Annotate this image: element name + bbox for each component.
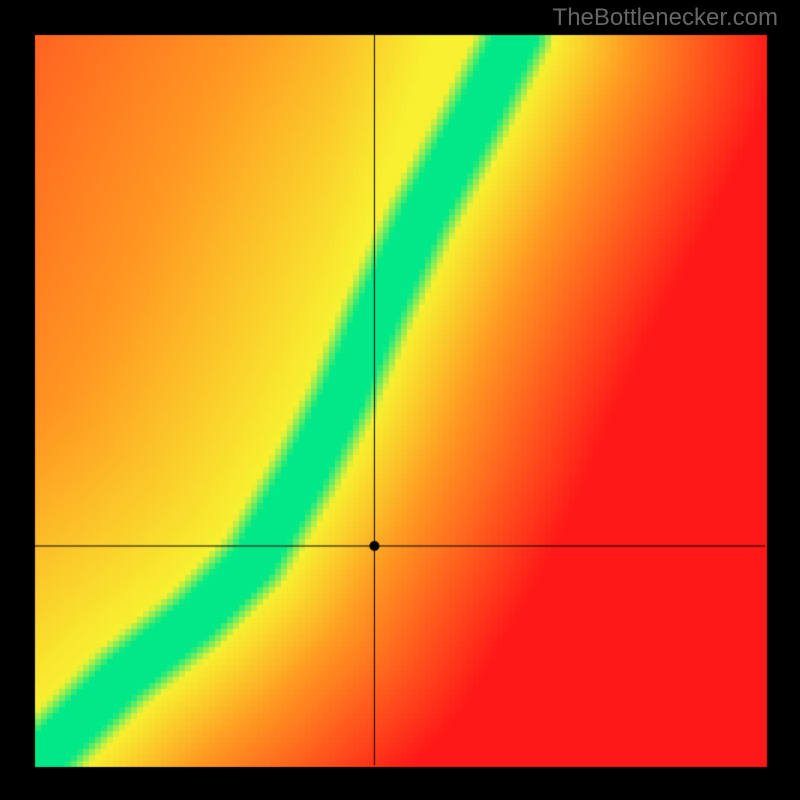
heatmap-canvas (0, 0, 800, 800)
chart-container: TheBottlenecker.com (0, 0, 800, 800)
watermark-text: TheBottlenecker.com (553, 4, 778, 32)
